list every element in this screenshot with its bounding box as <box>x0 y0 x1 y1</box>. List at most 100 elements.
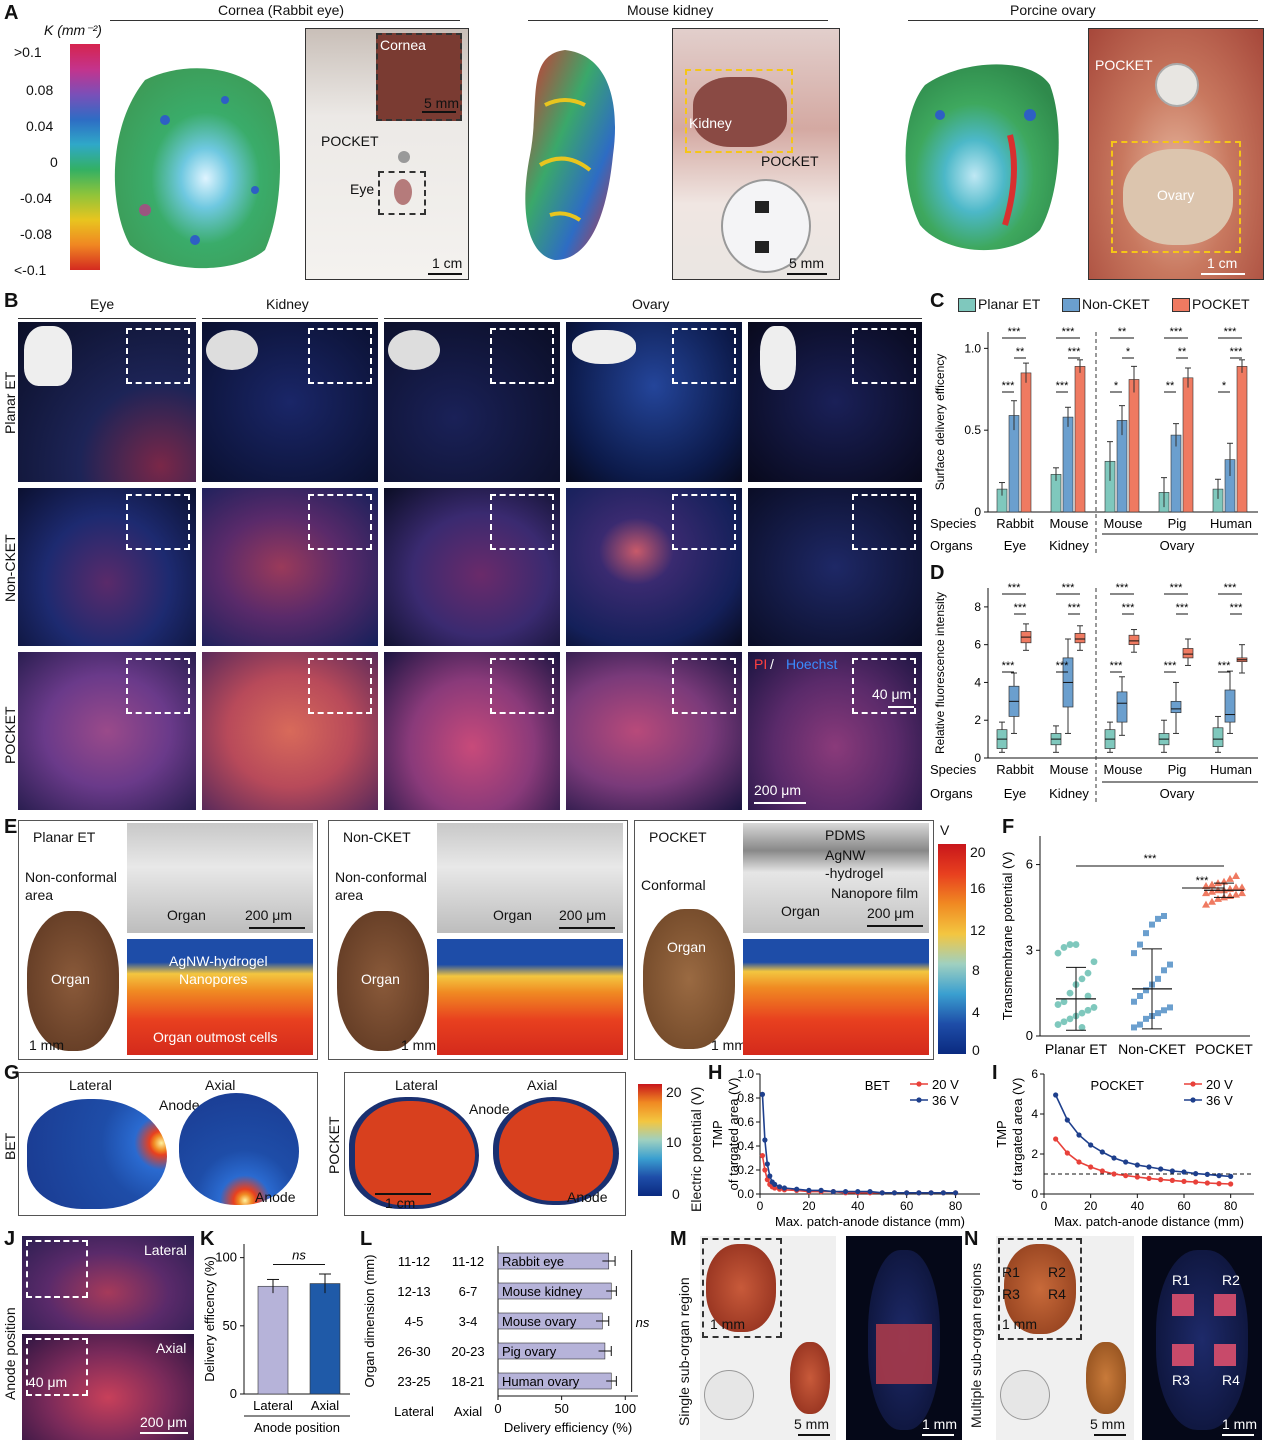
scalebar-label: 200 μm <box>245 907 292 923</box>
data-point <box>1169 1168 1175 1174</box>
box <box>1224 689 1236 723</box>
bar-label: Pig ovary <box>502 1344 557 1359</box>
lateral-dim: 26-30 <box>397 1344 430 1359</box>
legend-label: 36 V <box>932 1093 959 1108</box>
g-lateral: Lateral <box>395 1077 438 1093</box>
kidney-photo: Kidney POCKET 5 mm <box>672 28 840 280</box>
cbar-tick: 12 <box>970 922 986 938</box>
legend-label: Planar ET <box>978 296 1041 312</box>
scalebar-label: 1 cm <box>432 255 463 271</box>
data-point <box>855 1189 861 1195</box>
data-point <box>1149 921 1155 928</box>
sig-top: ** <box>1118 326 1127 338</box>
data-point <box>1078 1024 1086 1031</box>
panel-label-d: D <box>930 562 945 584</box>
data-point <box>1064 1150 1070 1156</box>
sig-mid: *** <box>1014 602 1028 614</box>
y-tick-label: 0 <box>230 1386 237 1401</box>
lateral-dim: 4-5 <box>405 1314 424 1329</box>
data-point <box>759 1091 766 1097</box>
fluorescence-image <box>384 488 560 646</box>
y-tick-label: 4 <box>974 675 981 689</box>
y-tick-label: 6 <box>974 638 981 652</box>
x-tick-label: 80 <box>1224 1199 1238 1213</box>
fluorescence-image <box>202 488 378 646</box>
lateral-dim: 11-12 <box>398 1254 430 1269</box>
data-point <box>1084 969 1092 977</box>
pocket-label: POCKET <box>761 153 819 169</box>
e-noncket-box: Non-CKET Organ 200 μm Non-conformal area… <box>328 820 628 1060</box>
bar-label: Mouse ovary <box>502 1314 577 1329</box>
data-point <box>1131 1024 1137 1031</box>
data-point <box>1181 1178 1187 1184</box>
panel-label-i: I <box>992 1062 998 1084</box>
organ-label: Organ <box>493 907 532 923</box>
x-tick-label: 40 <box>1131 1199 1145 1213</box>
agnw-label: AgNW <box>825 847 866 863</box>
bar-label: Human ovary <box>502 1374 580 1389</box>
category-label: Human <box>1210 516 1252 531</box>
bar <box>257 1285 289 1395</box>
data-point <box>830 1189 836 1195</box>
data-point <box>762 1167 768 1173</box>
data-point <box>1167 961 1173 968</box>
scalebar-label: 200 μm <box>867 905 914 921</box>
bar <box>1074 366 1086 513</box>
panel-label-b: B <box>4 290 19 312</box>
bar-label: Rabbit eye <box>502 1254 564 1269</box>
data-point <box>1204 1180 1210 1186</box>
bet-lateral-field <box>27 1099 167 1209</box>
x-tick-label: 80 <box>949 1199 963 1213</box>
m-fluorescence: 1 mm <box>846 1236 962 1440</box>
box <box>1212 727 1224 748</box>
organ-photo: Organ <box>337 911 429 1051</box>
legend-label: POCKET <box>1192 296 1250 312</box>
organ-label: Organ <box>51 971 90 987</box>
data-point <box>916 1190 922 1196</box>
g-axial: Axial <box>527 1077 558 1093</box>
data-point <box>1111 1171 1117 1177</box>
data-point <box>794 1186 800 1192</box>
organ-label: Organ <box>167 907 206 923</box>
sig-low: *** <box>1056 380 1070 392</box>
e-micrograph: PDMS AgNW -hydrogel Nanopore film Organ … <box>743 823 929 933</box>
scalebar-label: 1 mm <box>710 1316 745 1332</box>
category-label: Lateral <box>253 1398 293 1413</box>
axial-dim: 20-23 <box>451 1344 484 1359</box>
mouse-icon <box>388 330 440 370</box>
cbar-tick: 8 <box>972 962 980 978</box>
g-colorbar <box>638 1084 662 1196</box>
data-point <box>1155 1010 1161 1017</box>
data-point <box>818 1187 824 1193</box>
sig-mid: ** <box>1178 346 1187 358</box>
data-point <box>1228 1181 1234 1187</box>
region-label: R3 <box>1002 1286 1020 1302</box>
chart-title: POCKET <box>1091 1078 1145 1093</box>
data-point <box>1232 872 1240 879</box>
data-point <box>1066 941 1074 948</box>
organ-label: Kidney <box>1049 786 1089 801</box>
legend-label: 20 V <box>932 1077 959 1092</box>
panel-label-a: A <box>4 2 19 24</box>
e-pocket-box: POCKET PDMS AgNW -hydrogel Nanopore film… <box>634 820 934 1060</box>
g-lateral: Lateral <box>69 1077 112 1093</box>
organ-label: Eye <box>1004 538 1026 553</box>
box <box>1074 632 1086 644</box>
y-tick-label: 0.0 <box>737 1187 754 1201</box>
data-point <box>1090 958 1098 966</box>
region-label: R1 <box>1172 1272 1190 1288</box>
data-point <box>1143 987 1149 994</box>
data-point <box>1161 967 1167 974</box>
data-point <box>1072 941 1080 948</box>
axial-dim: 18-21 <box>451 1374 484 1389</box>
cornea-label: Cornea <box>380 37 426 53</box>
category-label: POCKET <box>1195 1041 1253 1057</box>
header-cornea: Cornea (Rabbit eye) <box>218 2 345 18</box>
rabbit-icon <box>24 326 72 386</box>
y-tick-label: 1.0 <box>964 341 981 355</box>
header-mouse-kidney: Mouse kidney <box>627 2 714 18</box>
data-point <box>1158 1177 1164 1183</box>
data-point <box>1053 1092 1059 1098</box>
cbar-tick: 0 <box>50 154 58 170</box>
y-axis-label-2: of targated area (V) <box>726 1078 741 1191</box>
